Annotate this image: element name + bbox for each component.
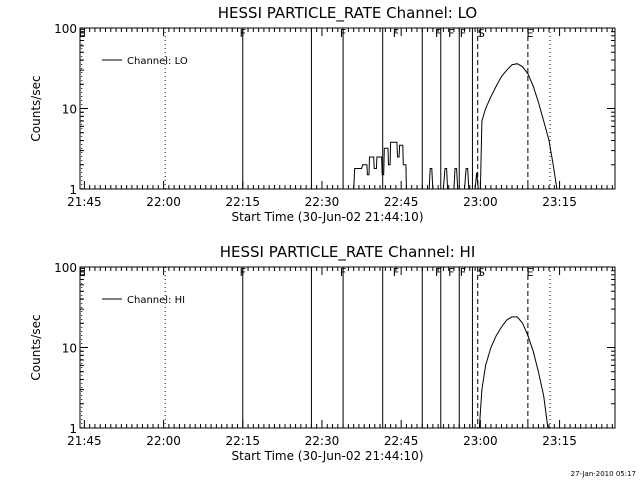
y-tick-label: 100 — [54, 22, 77, 36]
marker-label: F — [460, 27, 466, 40]
series-line — [464, 168, 470, 190]
series-line — [474, 172, 479, 190]
y-axis-label: Counts/sec — [29, 75, 43, 141]
marker-label: F — [448, 27, 454, 40]
y-tick-label: 100 — [54, 261, 77, 275]
plot-frame — [79, 27, 616, 190]
marker-label: F — [448, 266, 454, 279]
marker-label: F — [393, 266, 399, 279]
y-axis-label: Counts/sec — [29, 314, 43, 380]
series-line — [478, 316, 549, 429]
marker-label: F — [393, 27, 399, 40]
x-tick-label: 22:15 — [225, 434, 260, 448]
x-tick-label: 23:00 — [463, 195, 498, 209]
legend-label: Channel: HI — [127, 295, 185, 306]
y-tick-label: 10 — [62, 342, 77, 356]
y-tick-label: 1 — [69, 422, 77, 436]
y-tick-label: 1 — [69, 183, 77, 197]
x-tick-label: 21:45 — [67, 195, 102, 209]
x-tick-label: 22:00 — [146, 195, 181, 209]
x-axis-label: Start Time (30-Jun-02 21:44:10) — [232, 449, 424, 463]
x-tick-label: 23:15 — [542, 195, 577, 209]
series-line — [453, 168, 459, 190]
marker-label: F — [240, 266, 246, 279]
series-line — [479, 63, 558, 190]
marker-label: E — [79, 27, 86, 40]
marker-label: F — [240, 27, 246, 40]
marker-label: F — [340, 27, 346, 40]
series-line — [428, 168, 434, 190]
x-tick-label: 22:45 — [384, 434, 419, 448]
x-tick-label: 22:15 — [225, 195, 260, 209]
x-tick-label: 21:45 — [67, 434, 102, 448]
x-tick-label: 22:00 — [146, 434, 181, 448]
chart-title: HESSI PARTICLE_RATE Channel: HI — [220, 243, 476, 262]
plot-frame — [79, 266, 616, 429]
x-tick-label: 23:15 — [542, 434, 577, 448]
marker-label: F — [435, 27, 441, 40]
marker-label: S — [478, 27, 485, 40]
marker-label: F — [460, 266, 466, 279]
legend-label: Channel: LO — [127, 56, 188, 67]
marker-label: F — [340, 266, 346, 279]
series-line — [442, 168, 449, 190]
y-tick-label: 10 — [62, 103, 77, 117]
x-tick-label: 22:30 — [305, 434, 340, 448]
x-axis-label: Start Time (30-Jun-02 21:44:10) — [232, 210, 424, 224]
x-tick-label: 23:00 — [463, 434, 498, 448]
marker-label: E — [527, 27, 534, 40]
x-tick-label: 22:30 — [305, 195, 340, 209]
x-tick-label: 22:45 — [384, 195, 419, 209]
series-line — [353, 141, 407, 190]
marker-label: E — [527, 266, 534, 279]
chart-title: HESSI PARTICLE_RATE Channel: LO — [218, 4, 477, 23]
marker-label: E — [79, 266, 86, 279]
marker-label: S — [478, 266, 485, 279]
marker-label: F — [435, 266, 441, 279]
